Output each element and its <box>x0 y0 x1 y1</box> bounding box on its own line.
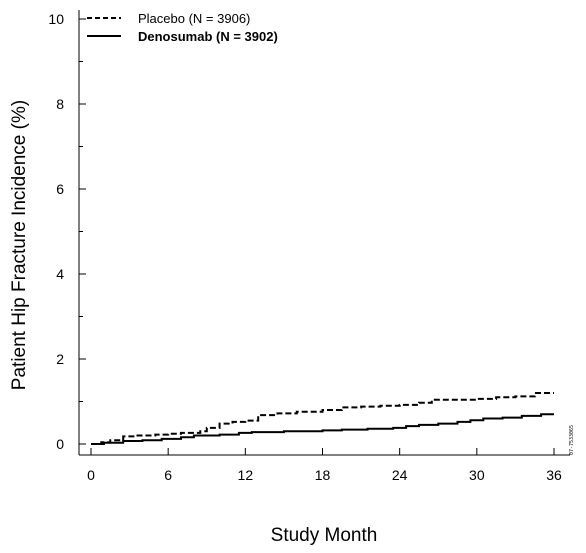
side-code: 07-7533065 <box>569 425 575 455</box>
y-minor-ticks <box>79 61 83 402</box>
y-tick-label: 0 <box>56 436 64 452</box>
x-tick-label: 36 <box>546 467 562 483</box>
y-tick-label: 4 <box>56 266 64 282</box>
legend: Placebo (N = 3906) Denosumab (N = 3902) <box>87 11 278 44</box>
x-tick-label: 0 <box>87 467 95 483</box>
y-major-ticks: 0 2 4 6 8 10 <box>48 11 86 452</box>
y-tick-label: 2 <box>56 351 64 367</box>
y-axis-title: Patient Hip Fracture Incidence (%) <box>9 100 30 390</box>
legend-label-denosumab: Denosumab (N = 3902) <box>138 29 278 44</box>
x-tick-label: 24 <box>392 467 408 483</box>
x-axis-title: Study Month <box>271 525 378 546</box>
y-tick-label: 8 <box>56 96 64 112</box>
y-tick-label: 6 <box>56 181 64 197</box>
x-tick-label: 18 <box>315 467 331 483</box>
x-tick-label: 30 <box>469 467 485 483</box>
series-line-placebo <box>91 392 554 445</box>
x-tick-label: 6 <box>164 467 172 483</box>
plot-frame <box>78 10 570 456</box>
y-tick-label: 10 <box>48 11 64 27</box>
series-lines <box>91 392 554 445</box>
x-tick-label: 12 <box>238 467 254 483</box>
series-line-denosumab <box>91 413 554 445</box>
legend-label-placebo: Placebo (N = 3906) <box>138 11 250 26</box>
x-ticks: 0 6 12 18 24 30 36 <box>87 448 562 483</box>
